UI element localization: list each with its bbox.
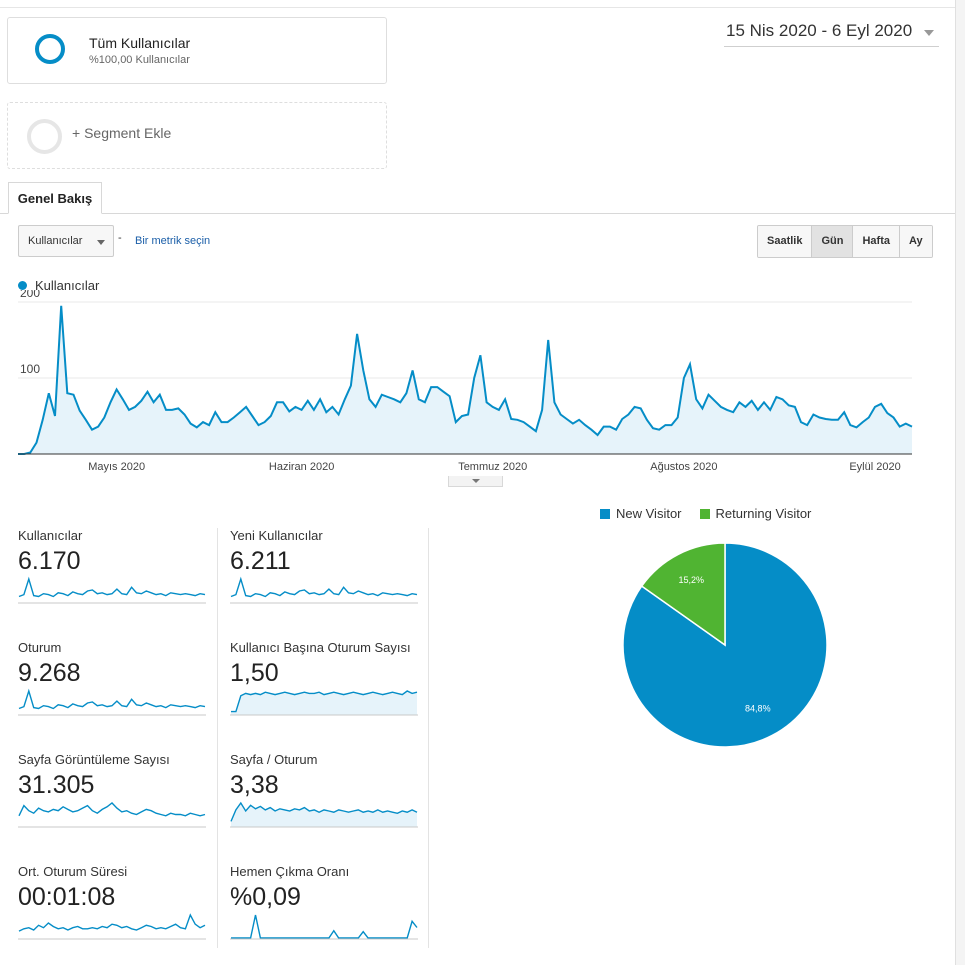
collapse-chart-toggle[interactable] xyxy=(448,476,503,487)
legend-new-visitor-label: New Visitor xyxy=(616,506,682,521)
stat-label: Oturum xyxy=(18,640,62,655)
pie-legend: New Visitor Returning Visitor xyxy=(600,506,811,521)
sparkline xyxy=(18,576,206,604)
x-tick-label: Eylül 2020 xyxy=(849,461,900,473)
stat-card[interactable]: Sayfa Görüntüleme Sayısı 31.305 xyxy=(18,752,218,847)
stat-label: Sayfa Görüntüleme Sayısı xyxy=(18,752,170,767)
period-month-button[interactable]: Ay xyxy=(899,226,932,257)
stat-card[interactable]: Sayfa / Oturum 3,38 xyxy=(230,752,430,847)
main-series-name: Kullanıcılar xyxy=(35,278,100,293)
sparkline-path xyxy=(231,690,418,713)
sparkline-path xyxy=(18,576,206,598)
series-line xyxy=(18,305,913,455)
stat-value: 9.268 xyxy=(18,659,81,687)
legend-new-visitor: New Visitor xyxy=(600,506,682,521)
new-visitor-swatch xyxy=(600,508,610,519)
stat-card[interactable]: Hemen Çıkma Oranı %0,09 xyxy=(230,864,430,959)
stat-card[interactable]: Kullanıcılar 6.170 xyxy=(18,528,218,623)
y-tick-label: 200 xyxy=(20,290,40,300)
stat-label: Ort. Oturum Süresi xyxy=(18,864,128,879)
top-divider xyxy=(0,7,955,8)
sparkline xyxy=(230,914,418,940)
sparkline-path xyxy=(231,914,418,939)
add-segment-label: + Segment Ekle xyxy=(72,125,172,141)
sparkline-path xyxy=(18,913,206,932)
sparkline-path xyxy=(230,576,418,598)
visitor-pie-chart: 84,8% 15,2% xyxy=(622,542,828,748)
segment-subtitle: %100,00 Kullanıcılar xyxy=(89,54,190,66)
x-tick-label: Haziran 2020 xyxy=(269,461,334,473)
stat-card[interactable]: Ort. Oturum Süresi 00:01:08 xyxy=(18,864,218,959)
main-chart-legend: Kullanıcılar xyxy=(18,278,99,293)
returning-visitor-swatch xyxy=(699,508,710,519)
tab-overview[interactable]: Genel Bakış xyxy=(8,182,102,214)
stat-label: Hemen Çıkma Oranı xyxy=(230,864,350,879)
scrollbar[interactable] xyxy=(955,0,965,965)
sparkline xyxy=(18,802,206,828)
stat-card[interactable]: Oturum 9.268 xyxy=(18,640,218,735)
pie-slice[interactable] xyxy=(640,542,726,647)
sparkline-fill xyxy=(231,691,417,715)
x-tick-label: Ağustos 2020 xyxy=(650,461,717,473)
metric-separator: - xyxy=(118,232,122,244)
x-tick-label: Temmuz 2020 xyxy=(458,461,527,473)
stat-value: 6.211 xyxy=(230,547,291,575)
pick-metric-link[interactable]: Bir metrik seçin xyxy=(135,235,211,247)
add-segment-button[interactable]: + Segment Ekle xyxy=(7,102,387,169)
stat-value: 00:01:08 xyxy=(18,883,116,911)
y-tick-label: 100 xyxy=(20,362,40,376)
pie-slice-label: 15,2% xyxy=(678,575,704,585)
stat-value: 6.170 xyxy=(18,547,81,575)
stat-value: 1,50 xyxy=(230,659,279,687)
segment-all-users[interactable]: Tüm Kullanıcılar %100,00 Kullanıcılar xyxy=(7,17,387,84)
area-fill xyxy=(18,305,912,454)
stat-label: Kullanıcılar xyxy=(18,528,83,543)
chevron-down-icon xyxy=(472,479,480,483)
stat-label: Sayfa / Oturum xyxy=(230,752,318,767)
sparkline xyxy=(230,690,418,716)
stat-label: Yeni Kullanıcılar xyxy=(230,528,323,543)
segment-name: Tüm Kullanıcılar xyxy=(89,35,191,51)
sparkline xyxy=(230,576,418,604)
period-hourly-button[interactable]: Saatlik xyxy=(758,226,813,257)
series-dot-icon xyxy=(18,281,27,291)
segment-ring-icon xyxy=(35,34,65,64)
stat-label: Kullanıcı Başına Oturum Sayısı xyxy=(230,640,411,655)
stat-value: 31.305 xyxy=(18,771,95,799)
stat-card[interactable]: Kullanıcı Başına Oturum Sayısı 1,50 xyxy=(230,640,430,735)
legend-returning-visitor: Returning Visitor xyxy=(699,506,812,521)
metric-select-value: Kullanıcılar xyxy=(28,235,83,247)
period-week-button[interactable]: Hafta xyxy=(853,226,900,257)
date-range-text: 15 Nis 2020 - 6 Eyl 2020 xyxy=(726,21,913,40)
stat-value: %0,09 xyxy=(230,883,301,911)
metric-select[interactable]: Kullanıcılar xyxy=(18,225,114,257)
sparkline xyxy=(230,801,418,828)
stat-card[interactable]: Yeni Kullanıcılar 6.211 xyxy=(230,528,430,623)
chevron-down-icon xyxy=(97,240,105,245)
period-day-button[interactable]: Gün xyxy=(812,226,854,257)
stat-divider xyxy=(428,528,429,948)
users-line-chart: 200 100 Mayıs 2020 Haziran 2020 Temmuz 2020 A… xyxy=(18,290,913,473)
stat-value: 3,38 xyxy=(230,771,279,799)
chevron-down-icon xyxy=(924,30,934,36)
empty-segment-ring-icon xyxy=(27,119,62,154)
sparkline-path xyxy=(18,802,206,817)
date-range-picker[interactable]: 15 Nis 2020 - 6 Eyl 2020 xyxy=(724,20,939,47)
sparkline xyxy=(18,688,206,716)
pie-slice-label: 84,8% xyxy=(745,703,771,713)
x-tick-label: Mayıs 2020 xyxy=(88,461,145,473)
sparkline-path xyxy=(230,801,418,822)
tab-bar-divider xyxy=(0,213,955,214)
sparkline-fill xyxy=(231,803,417,827)
period-toggle-group: Saatlik Gün Hafta Ay xyxy=(757,225,933,258)
legend-returning-visitor-label: Returning Visitor xyxy=(715,506,812,521)
sparkline-path xyxy=(18,688,206,710)
stat-divider xyxy=(217,528,218,948)
sparkline xyxy=(18,913,206,940)
